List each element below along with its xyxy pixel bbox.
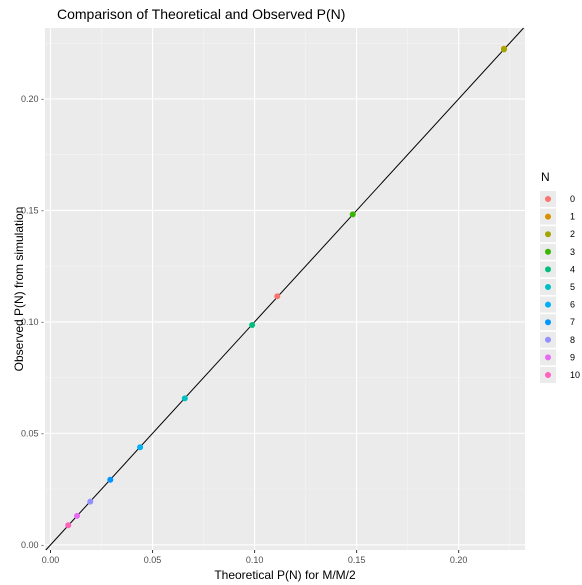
- major-gridlines: [45, 28, 525, 550]
- y-tick-label: 0.10 -: [21, 317, 44, 327]
- legend-label: 6: [570, 300, 575, 310]
- y-tick-label: 0.05 -: [21, 428, 44, 438]
- x-axis: 0.00 0.05 0.10 0.15 0.20: [42, 550, 468, 565]
- legend-label: 9: [570, 352, 575, 362]
- data-point-n8: [87, 498, 94, 505]
- data-point-n9: [74, 512, 81, 519]
- data-point-n7: [107, 476, 114, 483]
- legend-key-n6: [545, 301, 551, 308]
- legend-label: 4: [570, 264, 575, 274]
- data-points: [65, 45, 507, 529]
- x-tick-label: 0.05: [144, 555, 162, 565]
- y-tick-label: 0.00 -: [21, 540, 44, 550]
- data-point-n6: [137, 444, 144, 451]
- legend-label: 10: [570, 370, 580, 380]
- data-point-n0: [274, 293, 281, 300]
- legend-key-n5: [545, 284, 551, 290]
- x-tick-label: 0.00: [42, 555, 60, 565]
- x-tick-label: 0.15: [348, 555, 366, 565]
- x-tick-label: 0.20: [450, 555, 468, 565]
- x-axis-label: Theoretical P(N) for M/M/2: [214, 568, 356, 582]
- data-point-n4: [249, 322, 256, 329]
- legend-key-n1: [545, 213, 551, 220]
- data-point-n3: [349, 211, 356, 218]
- legend-label: 8: [570, 335, 575, 345]
- legend-key-n0: [545, 196, 551, 202]
- chart-title: Comparison of Theoretical and Observed P…: [57, 6, 345, 22]
- y-axis-label: Observed P(N) from simulation: [12, 207, 26, 372]
- identity-line: [45, 27, 524, 551]
- data-point-n10: [65, 522, 72, 529]
- data-point-n2: [500, 46, 507, 53]
- minor-gridlines: [45, 28, 525, 550]
- legend-label: 7: [570, 317, 575, 327]
- legend-key-n10: [545, 372, 551, 378]
- y-tick-label: 0.20 -: [21, 94, 44, 104]
- legend-key-n7: [545, 319, 551, 326]
- legend-key-n3: [545, 248, 551, 255]
- legend-title: N: [541, 170, 550, 184]
- data-point-n5: [181, 395, 188, 402]
- legend-key-n9: [545, 354, 551, 361]
- y-tick-label: 0.15 -: [21, 205, 44, 215]
- y-axis: 0.00 - 0.05 - 0.10 - 0.15 - 0.20 -: [21, 94, 44, 550]
- legend-key-n8: [545, 336, 551, 343]
- legend-key-n4: [545, 266, 551, 273]
- legend-label: 2: [570, 229, 575, 239]
- x-tick-label: 0.10: [246, 555, 264, 565]
- reference-line-group: [45, 27, 524, 551]
- legend-label: 3: [570, 247, 575, 257]
- legend-key-n2: [545, 231, 551, 238]
- legend: N 0 1 2 3 4 5 6 7 8 9 10: [540, 170, 580, 383]
- legend-label: 5: [570, 282, 575, 292]
- legend-label: 0: [570, 194, 575, 204]
- legend-label: 1: [570, 212, 575, 222]
